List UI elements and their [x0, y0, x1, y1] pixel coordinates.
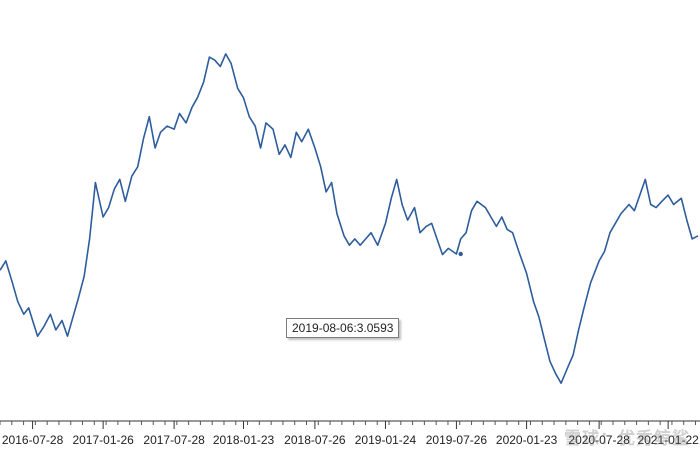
- x-tick-label-9: 2021-01-22: [637, 433, 699, 447]
- hover-tooltip: 2019-08-06:3.0593: [286, 318, 400, 338]
- x-tick-label-8: 2020-07-28: [568, 433, 630, 447]
- x-tick-label-2: 2017-07-28: [143, 433, 205, 447]
- watermark: 雪球：优秀鲸鲨: [564, 429, 690, 448]
- x-tick-label-5: 2019-01-24: [355, 433, 417, 447]
- hover-marker: [458, 251, 463, 257]
- series-line: [0, 53, 699, 384]
- x-tick-label-4: 2018-07-26: [284, 433, 346, 447]
- x-axis-minor-ticks: [0, 421, 697, 425]
- x-axis-ticks: [32, 421, 669, 429]
- x-axis-tick-labels: 2016-07-28 2017-01-26 2017-07-28 2018-01-23…: [2, 433, 699, 447]
- x-tick-label-3: 2018-01-23: [213, 433, 275, 447]
- x-tick-label-0: 2016-07-28: [2, 433, 64, 447]
- x-tick-label-1: 2017-01-26: [72, 433, 134, 447]
- x-tick-label-6: 2019-07-26: [426, 433, 488, 447]
- x-tick-label-7: 2020-01-23: [496, 433, 558, 447]
